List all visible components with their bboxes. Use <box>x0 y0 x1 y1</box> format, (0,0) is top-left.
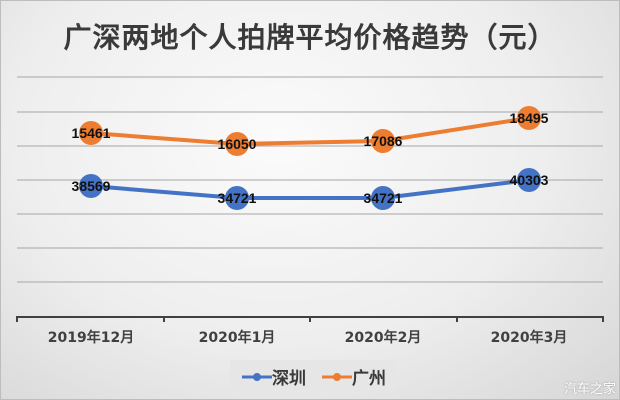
data-label: 17086 <box>364 133 403 149</box>
data-label: 38569 <box>72 178 111 194</box>
watermark: 汽车之家 <box>563 382 616 397</box>
legend-item-guangzhou[interactable]: 广州 <box>322 364 386 389</box>
series-shenzhen-markers <box>79 168 541 210</box>
x-axis <box>16 316 604 322</box>
series-guangzhou-line <box>90 116 530 147</box>
legend-item-shenzhen[interactable]: 深圳 <box>242 364 306 389</box>
x-tick-label: 2020年2月 <box>344 330 422 346</box>
legend: 深圳 广州 <box>230 360 396 390</box>
legend-line-marker-icon <box>242 372 272 381</box>
legend-label: 深圳 <box>272 369 306 389</box>
data-label: 34721 <box>218 190 257 206</box>
data-label: 16050 <box>218 136 257 152</box>
data-label: 40303 <box>510 172 549 188</box>
x-tick-label: 2020年1月 <box>198 330 276 346</box>
series-shenzhen-line <box>90 178 530 200</box>
chart-title: 广深两地个人拍牌平均价格趋势（元） <box>63 21 557 54</box>
data-label: 18495 <box>510 110 549 126</box>
series-guangzhou-markers <box>79 106 541 156</box>
x-tick-label: 2019年12月 <box>47 330 135 346</box>
legend-line-marker-icon <box>322 372 352 381</box>
data-label: 34721 <box>364 190 403 206</box>
gridlines <box>17 76 603 283</box>
legend-label: 广州 <box>352 369 386 389</box>
data-label: 15461 <box>72 125 111 141</box>
x-tick-label: 2020年3月 <box>490 330 568 346</box>
